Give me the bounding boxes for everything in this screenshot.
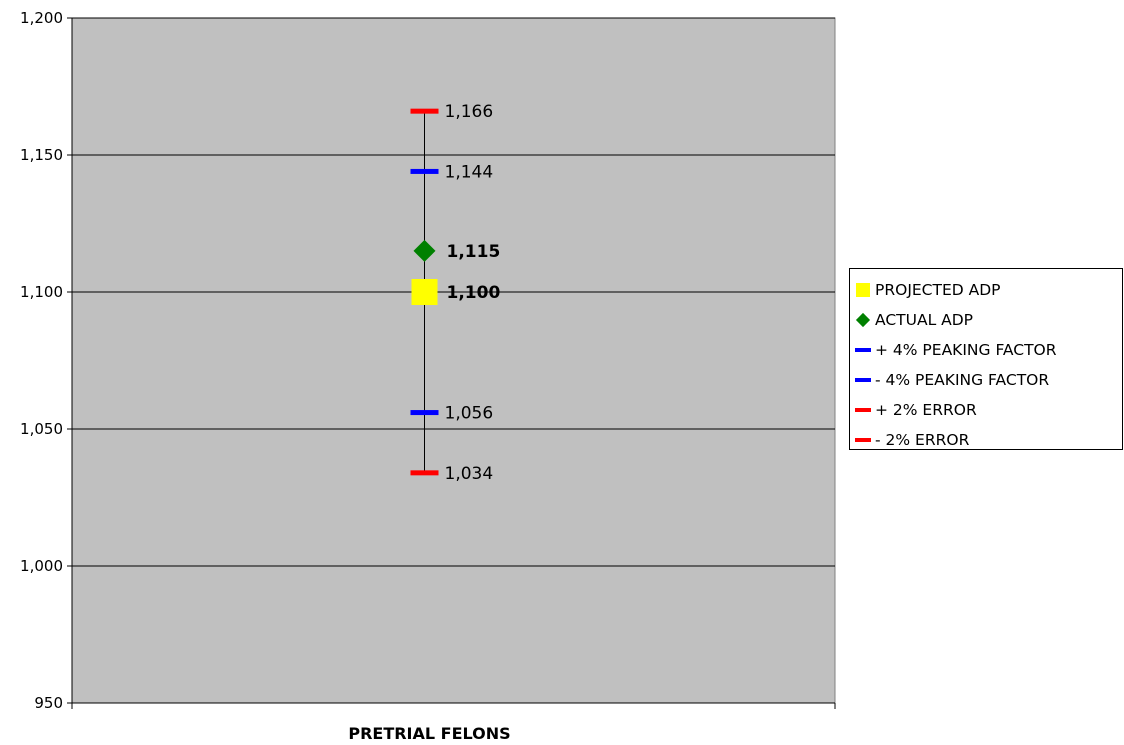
axes <box>71 18 836 709</box>
legend-label: ACTUAL ADP <box>875 311 974 329</box>
y-tick-label: 1,050 <box>20 420 63 438</box>
error-bar-marker <box>410 470 439 476</box>
chart-marks <box>410 108 439 476</box>
gridlines <box>72 17 835 567</box>
legend: PROJECTED ADP ACTUAL ADP + 4% PEAKING FACT… <box>849 268 1123 450</box>
legend-item: + 4% PEAKING FACTOR <box>850 335 1122 365</box>
legend-marker-icon <box>855 342 871 358</box>
legend-label: - 2% ERROR <box>875 431 970 449</box>
data-labels: 1,144 1,056 1,166 1,034 1,100 1,115 <box>445 102 501 484</box>
error-bar-marker <box>410 108 439 114</box>
y-tick-label: 1,100 <box>20 283 63 301</box>
plot-area <box>71 17 836 704</box>
legend-item: + 2% ERROR <box>850 395 1122 425</box>
legend-label: + 2% ERROR <box>875 401 977 419</box>
legend-marker-icon <box>855 372 871 388</box>
error-bar-marker <box>410 168 439 174</box>
legend-label: - 4% PEAKING FACTOR <box>875 371 1050 389</box>
projected-adp-marker <box>411 279 438 305</box>
y-tick-label: 950 <box>34 694 63 712</box>
y-tick-label: 1,000 <box>20 557 63 575</box>
legend-item: ACTUAL ADP <box>850 305 1122 335</box>
legend-item: - 4% PEAKING FACTOR <box>850 365 1122 395</box>
legend-marker-icon <box>855 432 871 448</box>
data-label: 1,034 <box>445 464 494 484</box>
legend-marker-icon <box>855 312 871 328</box>
y-axis-ticks: 950 1,000 1,050 1,100 1,150 1,200 <box>20 9 72 712</box>
error-bar-marker <box>410 410 439 416</box>
legend-item: - 2% ERROR <box>850 425 1122 455</box>
y-tick-label: 1,150 <box>20 146 63 164</box>
data-label: 1,100 <box>447 283 501 303</box>
legend-marker-icon <box>855 282 871 298</box>
data-label: 1,166 <box>445 102 494 122</box>
legend-label: PROJECTED ADP <box>875 281 1001 299</box>
data-label: 1,144 <box>445 162 494 182</box>
legend-item: PROJECTED ADP <box>850 275 1122 305</box>
legend-marker-icon <box>855 402 871 418</box>
x-category-label: PRETRIAL FELONS <box>348 724 510 743</box>
data-label: 1,115 <box>447 242 501 262</box>
data-label: 1,056 <box>445 404 494 424</box>
legend-label: + 4% PEAKING FACTOR <box>875 341 1057 359</box>
y-tick-label: 1,200 <box>20 9 63 27</box>
actual-adp-marker <box>413 239 436 262</box>
